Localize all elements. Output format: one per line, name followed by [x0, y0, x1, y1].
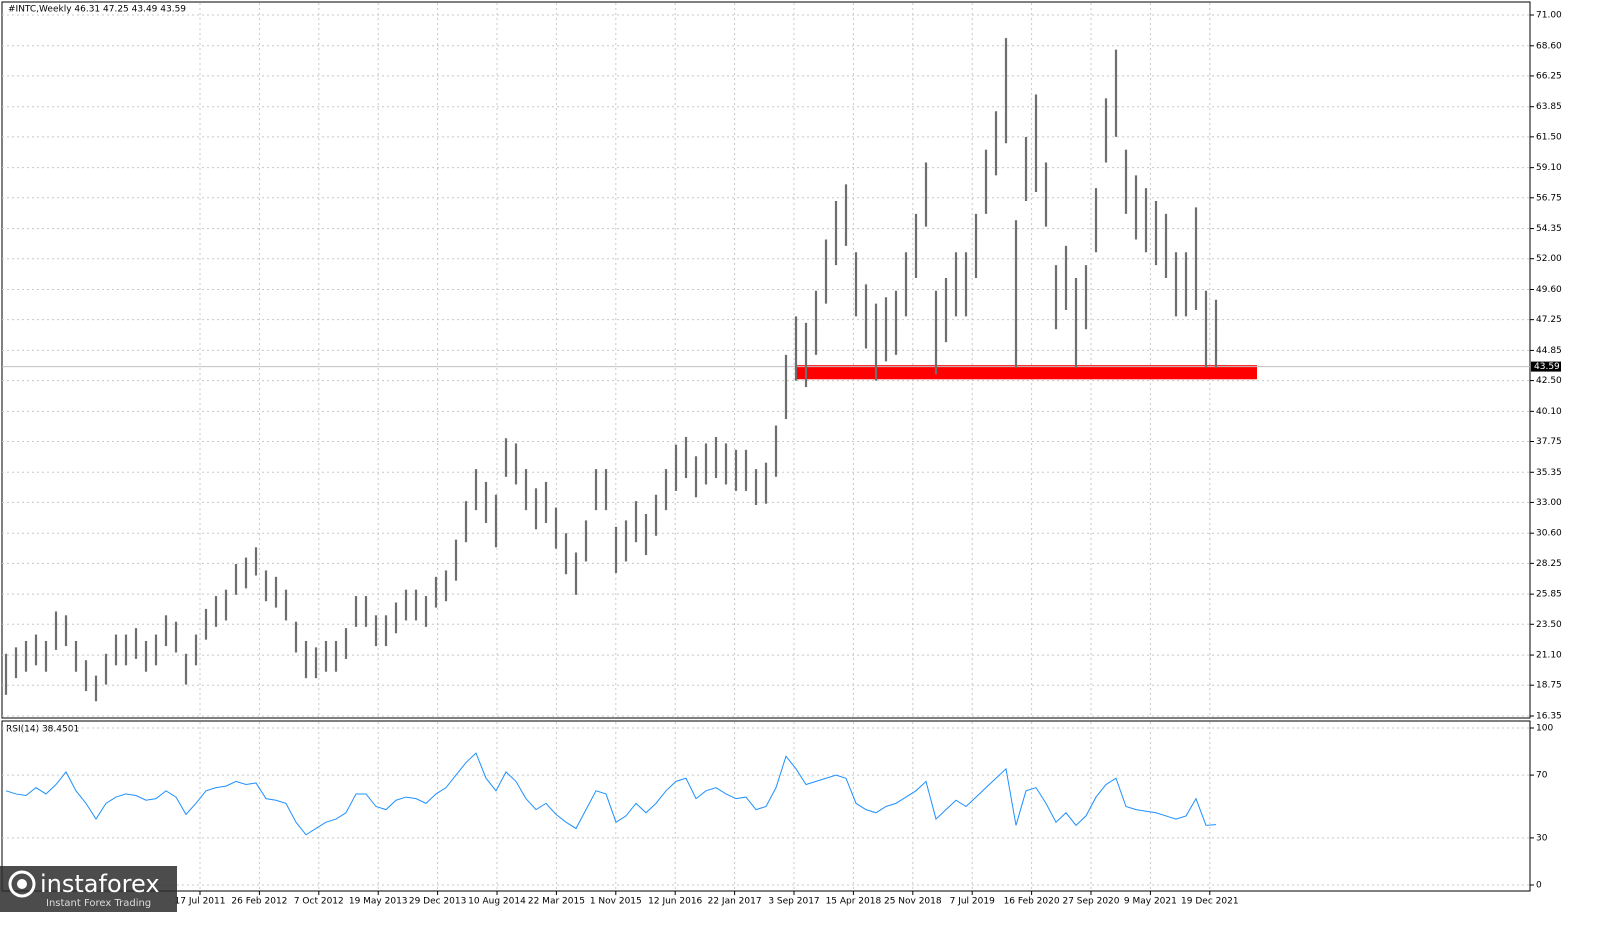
x-tick-label: 17 Jul 2011	[175, 897, 226, 907]
y-tick-label: 61.50	[1536, 132, 1562, 142]
price-pane	[1, 1, 1531, 719]
x-tick-label: 25 Nov 2018	[884, 897, 942, 907]
y-tick-label: 49.60	[1536, 285, 1562, 295]
y-tick-label: 23.50	[1536, 620, 1562, 630]
x-tick-label: 3 Sep 2017	[768, 897, 819, 907]
x-tick-label: 15 Apr 2018	[826, 897, 882, 907]
y-tick-label: 52.00	[1536, 254, 1562, 264]
x-tick-label: 19 Dec 2021	[1181, 897, 1239, 907]
rsi-y-tick-label: 70	[1536, 771, 1548, 781]
x-tick-label: 16 Feb 2020	[1004, 897, 1060, 907]
current-price-box	[1531, 361, 1561, 372]
x-tick-label: 26 Feb 2012	[231, 897, 287, 907]
logo: instaforex Instant Forex Trading	[0, 866, 177, 912]
chart-title: #INTC,Weekly 46.31 47.25 43.49 43.59	[8, 5, 186, 15]
y-tick-label: 37.75	[1536, 437, 1562, 447]
y-tick-label: 42.50	[1536, 376, 1562, 386]
x-tick-label: 7 Jul 2019	[950, 897, 995, 907]
current-price-label: 43.59	[1534, 362, 1560, 372]
y-tick-label: 71.00	[1536, 11, 1562, 21]
x-tick-label: 12 Jun 2016	[648, 897, 702, 907]
y-tick-label: 35.35	[1536, 468, 1562, 478]
logo-icon-core	[17, 879, 27, 889]
y-tick-label: 47.25	[1536, 315, 1562, 325]
y-tick-label: 63.85	[1536, 102, 1562, 112]
logo-icon	[8, 870, 36, 898]
logo-tagline: Instant Forex Trading	[46, 898, 151, 909]
rsi-y-tick-label: 0	[1536, 881, 1542, 891]
support-zone	[795, 365, 1257, 380]
x-tick-label: 9 May 2021	[1124, 897, 1177, 907]
y-tick-label: 44.85	[1536, 346, 1562, 356]
logo-name: instaforex	[40, 870, 160, 898]
y-tick-label: 66.25	[1536, 71, 1562, 81]
y-tick-label: 28.25	[1536, 559, 1562, 569]
y-tick-label: 16.35	[1536, 712, 1562, 722]
rsi-y-tick-label: 30	[1536, 833, 1548, 843]
y-tick-label: 25.85	[1536, 590, 1562, 600]
y-tick-label: 68.60	[1536, 41, 1562, 51]
y-tick-label: 40.10	[1536, 407, 1562, 417]
x-tick-label: 29 Dec 2013	[409, 897, 467, 907]
rsi-y-tick-label: 100	[1536, 724, 1553, 734]
y-tick-label: 21.10	[1536, 651, 1562, 661]
x-tick-label: 19 May 2013	[349, 897, 408, 907]
y-tick-label: 59.10	[1536, 163, 1562, 173]
x-tick-label: 22 Jan 2017	[708, 897, 762, 907]
rsi-title: RSI(14) 38.4501	[6, 725, 79, 735]
rsi-line	[5, 752, 1217, 836]
y-tick-label: 56.75	[1536, 193, 1562, 203]
x-tick-label: 10 Aug 2014	[468, 897, 526, 907]
y-tick-label: 30.60	[1536, 529, 1562, 539]
x-tick-label: 1 Nov 2015	[590, 897, 642, 907]
x-tick-label: 7 Oct 2012	[294, 897, 344, 907]
x-tick-label: 22 Mar 2015	[528, 897, 585, 907]
x-tick-label: 27 Sep 2020	[1062, 897, 1119, 907]
y-tick-label: 18.75	[1536, 681, 1562, 691]
y-tick-label: 33.00	[1536, 498, 1562, 508]
y-tick-label: 54.35	[1536, 224, 1562, 234]
